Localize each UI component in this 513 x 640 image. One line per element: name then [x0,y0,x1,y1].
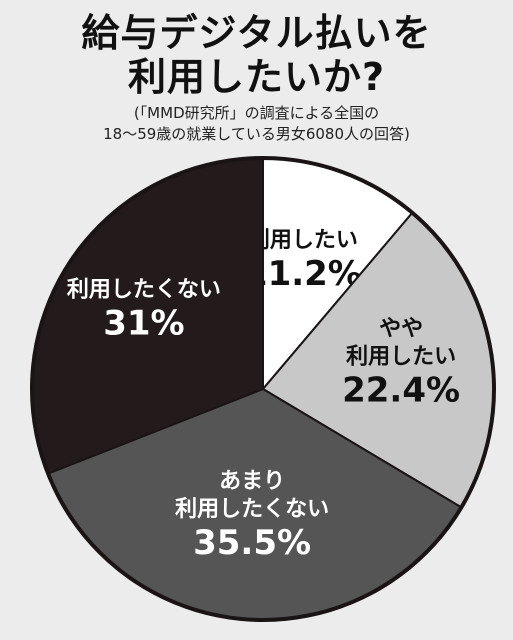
pie-slice-4 [32,157,264,475]
slice-category-label: 利用したくない [175,497,329,522]
slice-category-label: 利用したい [248,228,358,253]
slice-value-label: 35.5% [193,523,311,563]
pie-slice-3 [47,387,462,620]
slice-category-label: 利用したくない [67,277,221,302]
slice-category-label: あまり [219,469,285,494]
slice-category-label: 利用したい [346,344,456,369]
chart-subtitle-line-1: (「MMD研究所」の調査による全国の [133,104,380,122]
slice-value-label: 22.4% [342,370,460,410]
slice-value-label: 31% [103,303,184,343]
chart-title-line-1: 給与デジタル払いを [81,11,432,55]
chart-subtitle-line-2: 18～59歳の就業している男女6080人の回答) [103,125,410,143]
pie-slice-1 [262,157,414,392]
pie-slice-2 [261,212,494,509]
chart-title-line-2: 利用したいか? [127,55,386,99]
slice-category-label: やや [379,316,423,341]
